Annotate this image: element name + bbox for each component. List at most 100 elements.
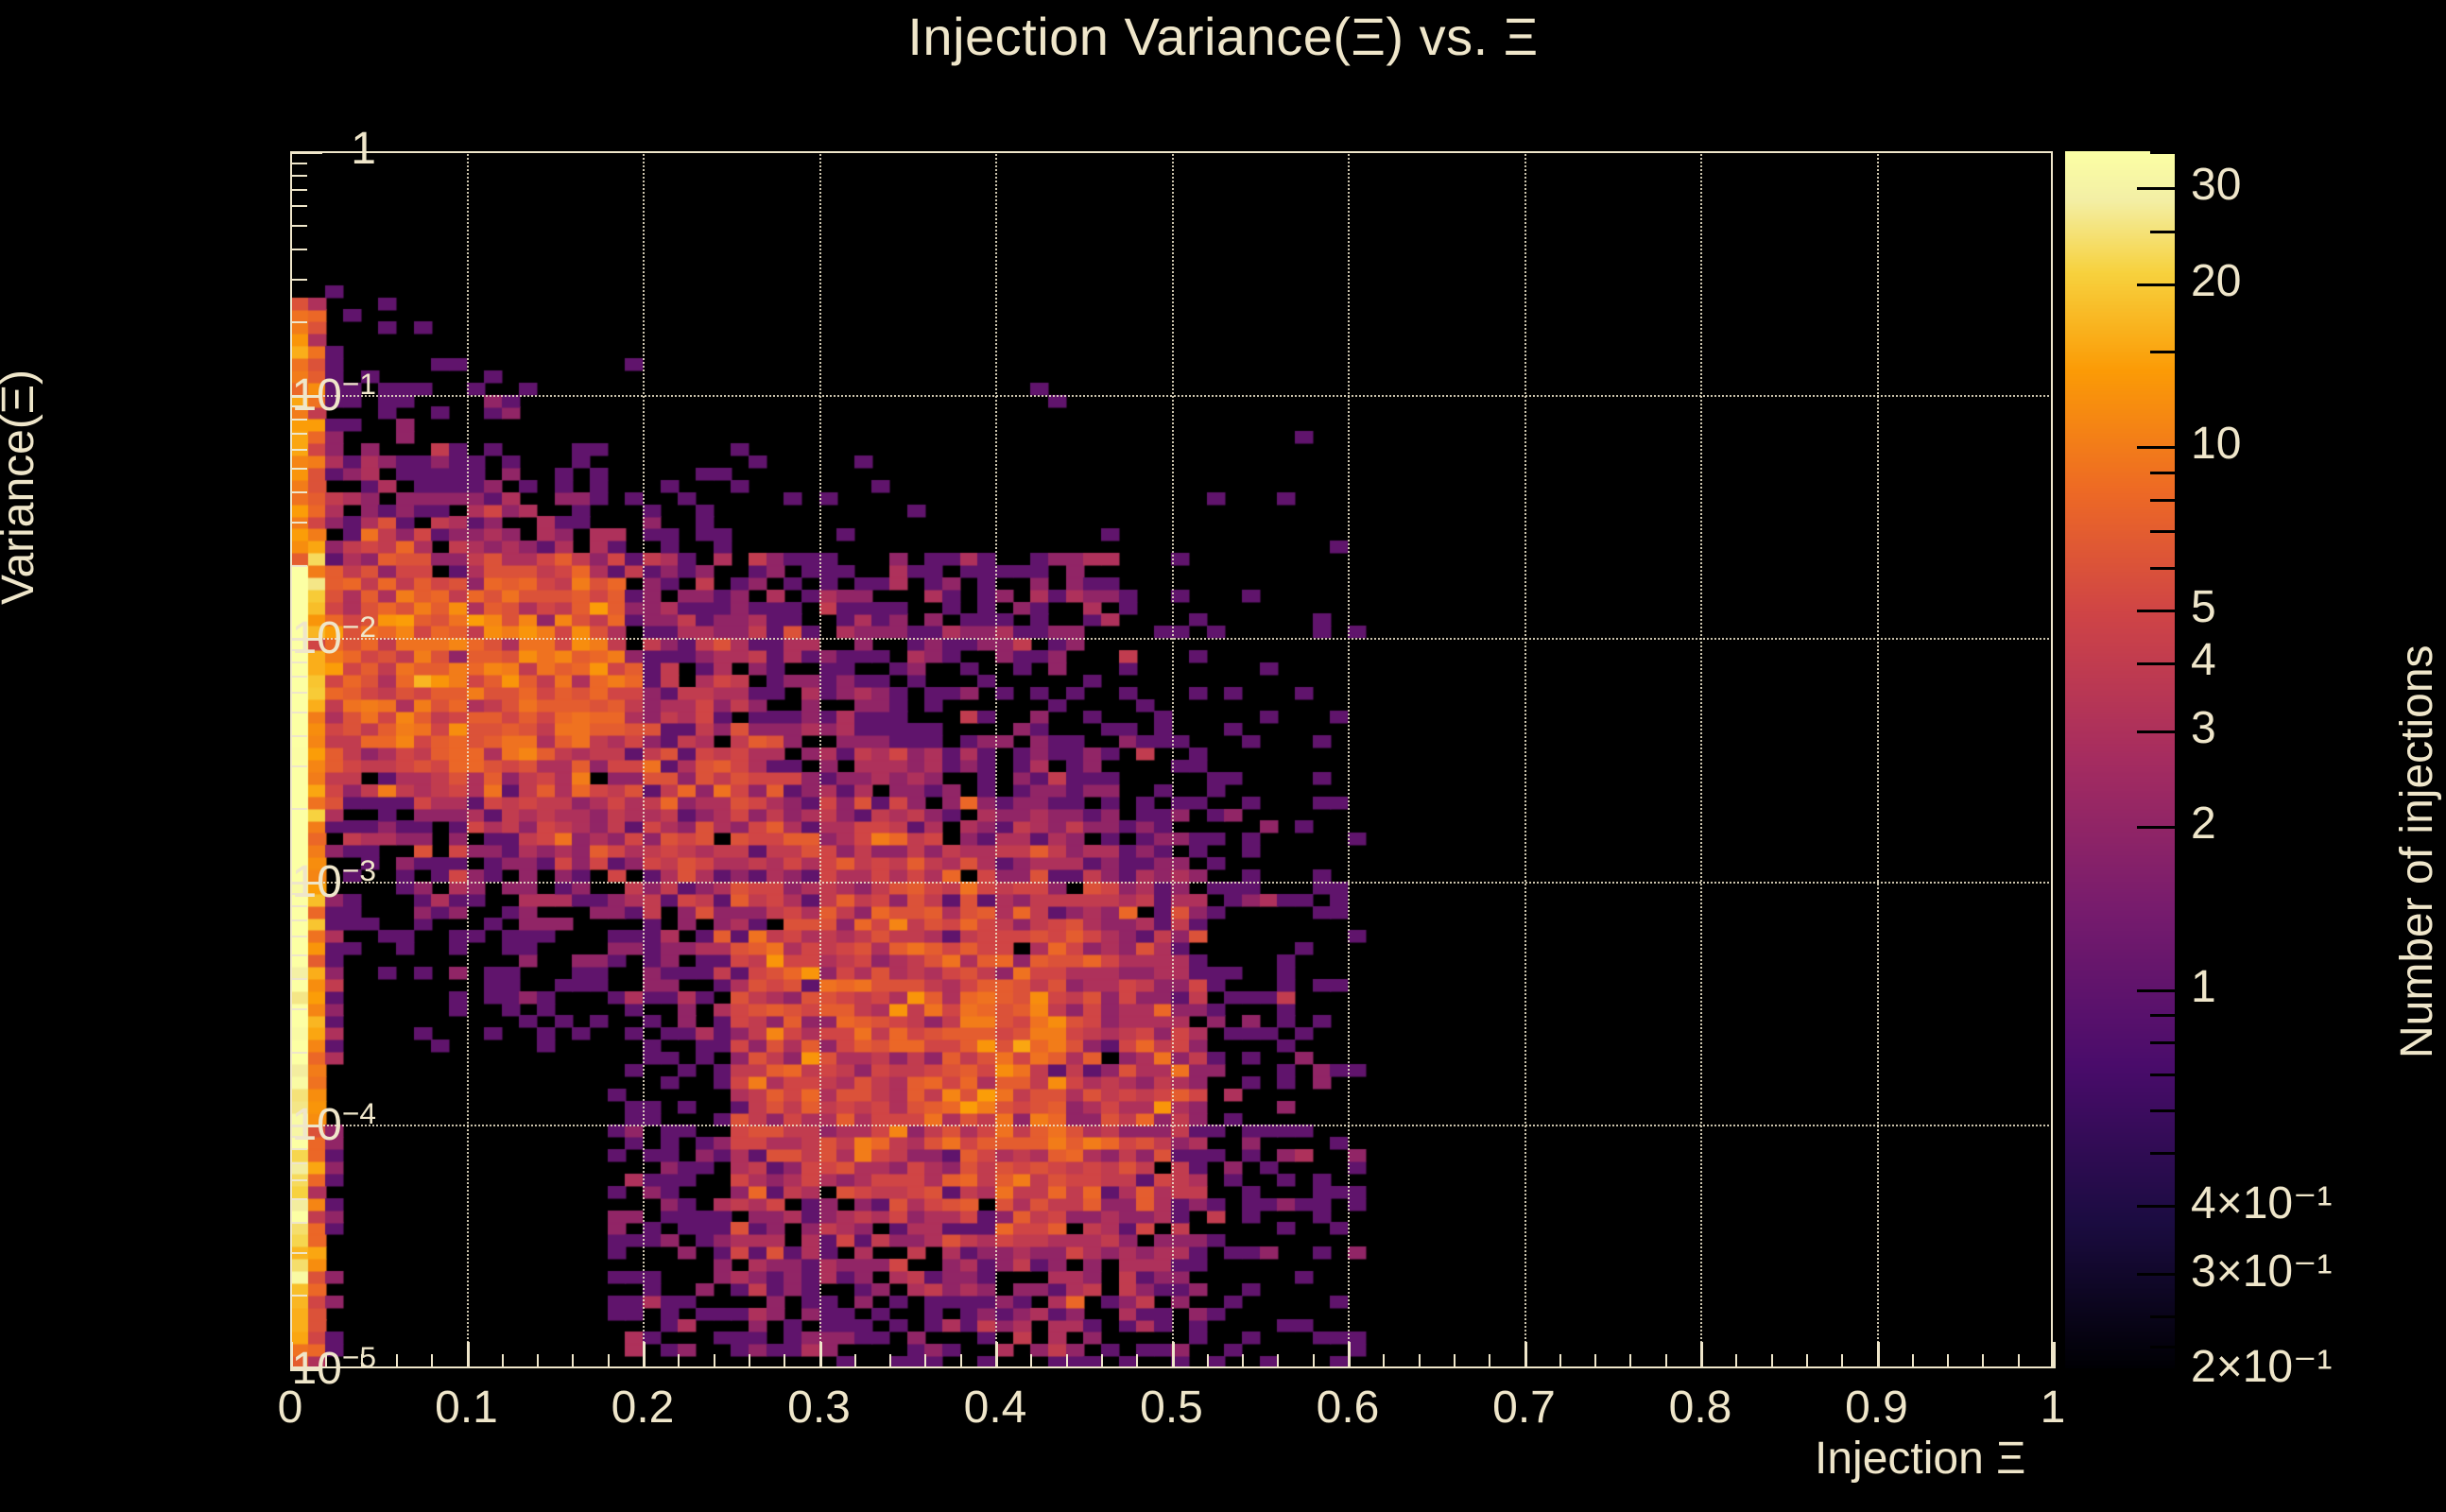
colorbar-tick-label: 2 [2191, 798, 2216, 849]
x-minor-tick [1770, 1354, 1773, 1368]
y-minor-tick [290, 278, 307, 281]
x-minor-tick [1030, 1354, 1033, 1368]
colorbar-tick-label: 4 [2191, 634, 2216, 685]
y-major-tick [290, 394, 322, 398]
x-minor-tick [1383, 1354, 1386, 1368]
x-minor-tick [1664, 1354, 1667, 1368]
y-minor-tick [290, 692, 307, 695]
y-minor-tick [290, 892, 307, 895]
x-gridline [818, 151, 821, 1368]
y-major-tick [290, 1368, 322, 1371]
y-minor-tick [290, 676, 307, 679]
x-gridline [643, 151, 645, 1368]
x-minor-tick [325, 1354, 328, 1368]
y-minor-tick [290, 954, 307, 957]
y-minor-tick [290, 1221, 307, 1224]
y-minor-tick [290, 1148, 307, 1151]
x-minor-tick [713, 1354, 715, 1368]
x-minor-tick [748, 1354, 750, 1368]
x-gridline [1524, 151, 1526, 1368]
colorbar-tick [2137, 1368, 2175, 1371]
x-tick-label: 0.2 [611, 1383, 675, 1433]
colorbar-tick-label: 10 [2191, 419, 2242, 470]
x-tick-label: 0.7 [1492, 1383, 1556, 1433]
y-minor-tick [290, 978, 307, 981]
y-minor-tick [290, 188, 307, 191]
x-minor-tick [959, 1354, 962, 1368]
y-major-tick [290, 881, 322, 885]
x-minor-tick [1982, 1354, 1985, 1368]
x-major-tick [643, 1342, 646, 1368]
x-gridline [1700, 151, 1702, 1368]
x-gridline [466, 151, 469, 1368]
y-minor-tick [290, 648, 307, 651]
x-minor-tick [678, 1354, 680, 1368]
x-major-tick [1876, 1342, 1880, 1368]
y-minor-tick [290, 662, 307, 664]
x-minor-tick [572, 1354, 575, 1368]
y-minor-tick [290, 904, 307, 907]
x-minor-tick [1418, 1354, 1421, 1368]
x-major-tick [466, 1342, 470, 1368]
x-minor-tick [431, 1354, 434, 1368]
y-tick-label: 10−5 [291, 1340, 376, 1394]
x-major-tick [818, 1342, 822, 1368]
x-minor-tick [2017, 1354, 2020, 1368]
x-gridline [1876, 151, 1879, 1368]
colorbar-tick-label: 2×10⁻¹ [2191, 1342, 2333, 1392]
x-gridline [1171, 151, 1174, 1368]
colorbar-tick-label: 1 [2191, 961, 2216, 1012]
x-major-tick [1700, 1342, 1703, 1368]
y-minor-tick [290, 448, 307, 451]
x-minor-tick [1559, 1354, 1561, 1368]
y-tick-label: 10−3 [291, 852, 376, 907]
y-minor-tick [290, 174, 307, 177]
x-minor-tick [1947, 1354, 1950, 1368]
x-tick-label: 0.5 [1140, 1383, 1203, 1433]
y-gridline [290, 638, 2053, 641]
plot-area [290, 151, 2056, 1371]
x-minor-tick [1453, 1354, 1456, 1368]
y-gridline [290, 881, 2053, 884]
x-major-tick [995, 1342, 998, 1368]
x-axis-title: Injection Ξ [1815, 1434, 2026, 1484]
x-tick-label: 0.3 [787, 1383, 851, 1433]
x-minor-tick [853, 1354, 856, 1368]
x-tick-label: 0.1 [435, 1383, 498, 1433]
x-minor-tick [1805, 1354, 1808, 1368]
x-minor-tick [1136, 1354, 1139, 1368]
chart-title: Injection Variance(Ξ) vs. Ξ [907, 7, 1539, 66]
y-tick-label: 10−4 [291, 1096, 376, 1151]
y-minor-tick [290, 1008, 307, 1011]
y-minor-tick [290, 224, 307, 227]
x-gridline [1348, 151, 1350, 1368]
x-major-tick [2053, 1342, 2056, 1368]
colorbar-tick-label: 30 [2191, 160, 2242, 211]
x-minor-tick [1489, 1354, 1491, 1368]
y-minor-tick [290, 711, 307, 713]
y-major-tick [290, 1125, 322, 1128]
x-minor-tick [1911, 1354, 1914, 1368]
x-minor-tick [1206, 1354, 1209, 1368]
y-minor-tick [290, 919, 307, 921]
y-minor-tick [290, 1252, 307, 1255]
colorbar-tick-label: 4×10⁻¹ [2191, 1178, 2333, 1229]
x-tick-label: 0.8 [1668, 1383, 1732, 1433]
colorbar-tick-label: 3×10⁻¹ [2191, 1246, 2333, 1297]
x-minor-tick [1629, 1354, 1632, 1368]
x-minor-tick [360, 1354, 363, 1368]
x-tick-label: 0 [277, 1383, 303, 1433]
x-tick-label: 1 [2040, 1383, 2066, 1433]
y-minor-tick [290, 1162, 307, 1165]
y-minor-tick [290, 522, 307, 524]
y-gridline [290, 394, 2053, 397]
x-minor-tick [784, 1354, 786, 1368]
y-minor-tick [290, 1051, 307, 1054]
y-minor-tick [290, 162, 307, 164]
x-minor-tick [395, 1354, 398, 1368]
y-minor-tick [290, 248, 307, 250]
y-minor-tick [290, 1295, 307, 1297]
y-major-tick [290, 151, 322, 154]
x-minor-tick [1242, 1354, 1245, 1368]
x-tick-label: 0.4 [963, 1383, 1027, 1433]
